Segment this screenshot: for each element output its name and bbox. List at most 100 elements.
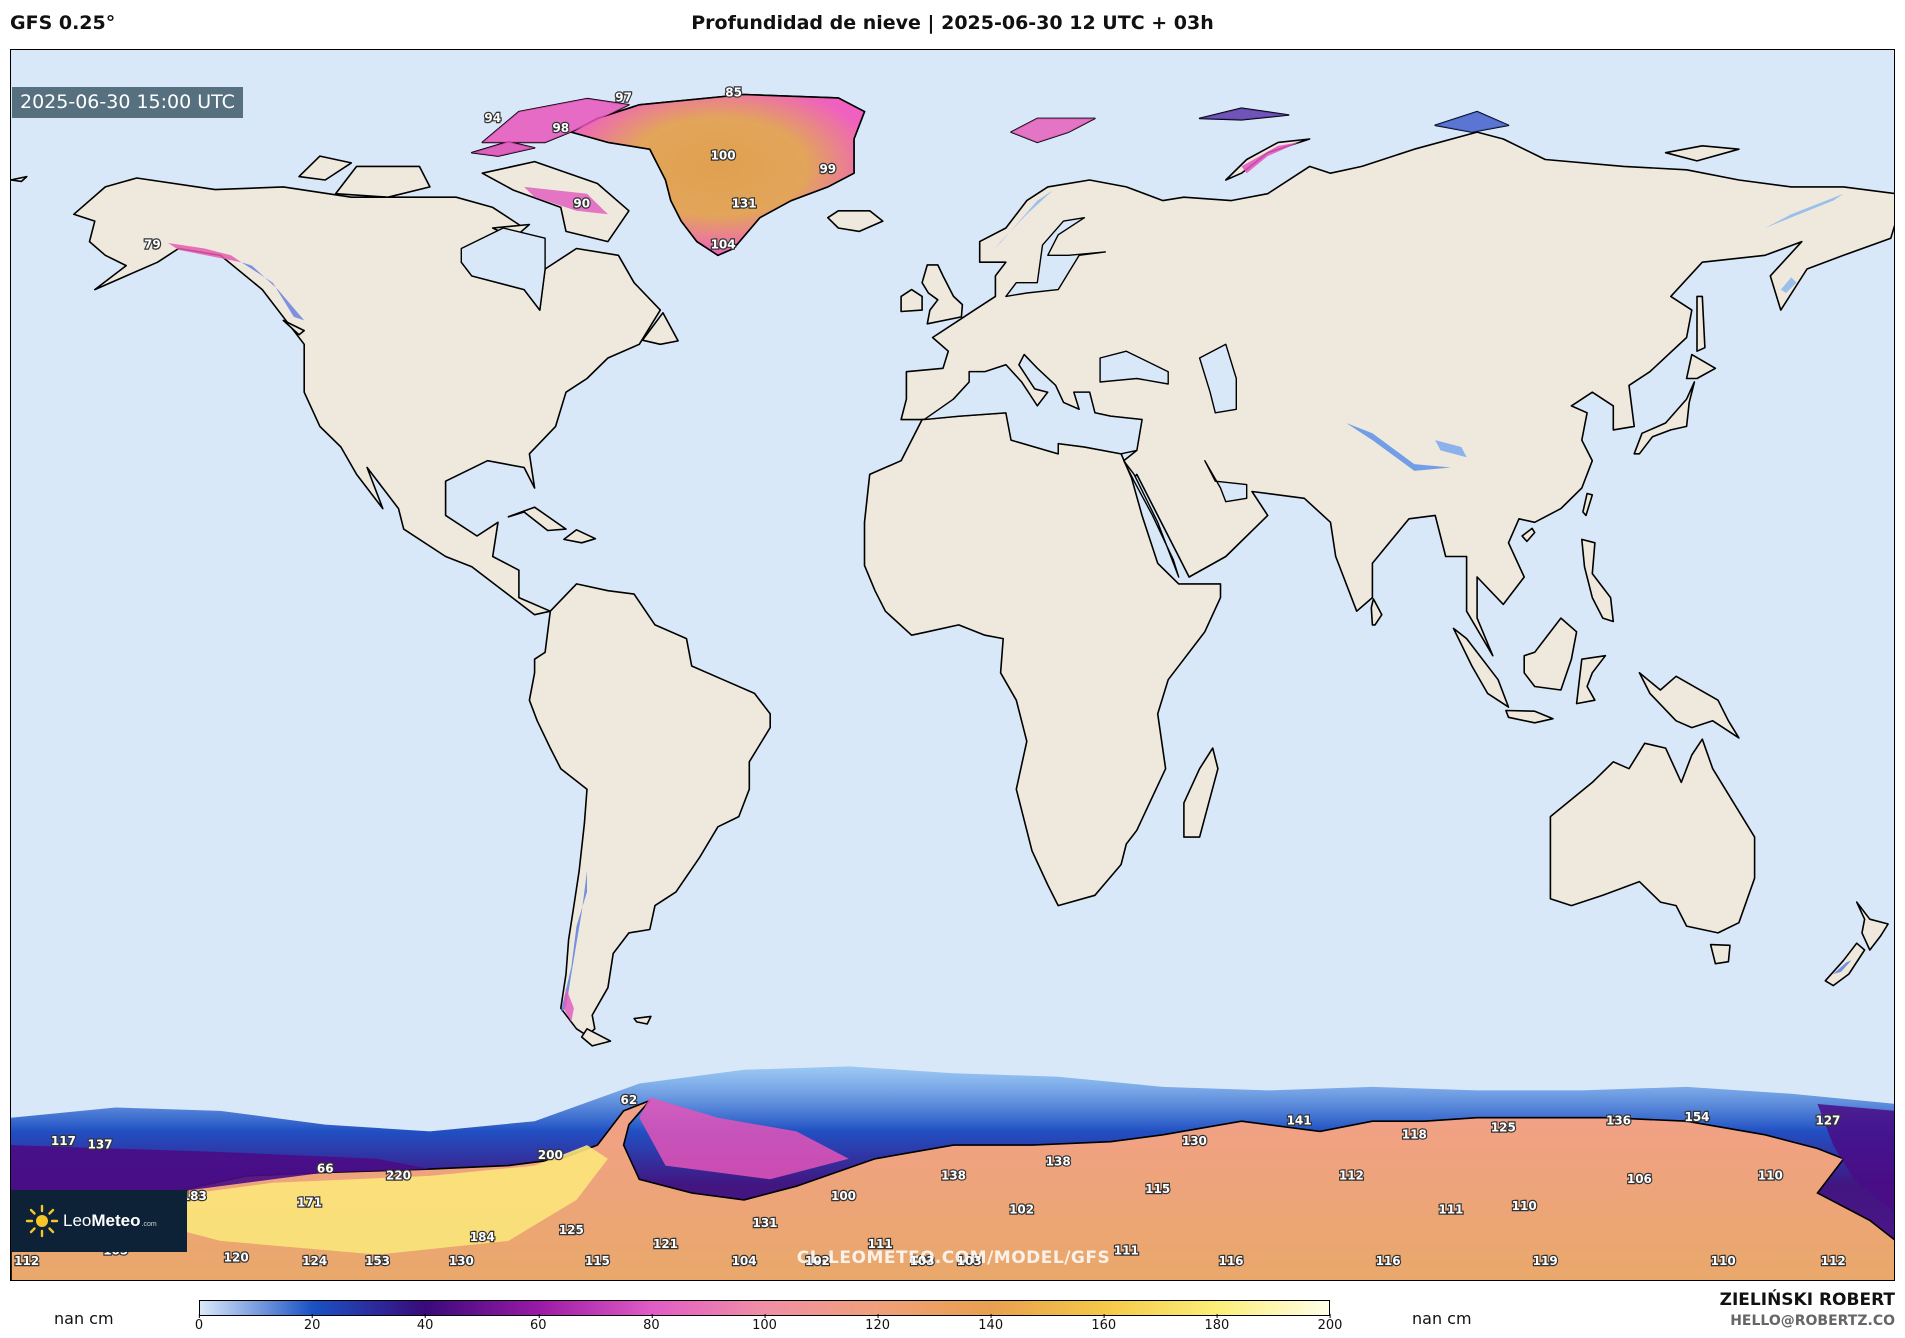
snow-depth-label: 136 bbox=[1606, 1114, 1631, 1128]
snow-depth-label: 119 bbox=[1533, 1254, 1558, 1268]
colorbar-tick: 160 bbox=[1091, 1314, 1117, 1333]
snow-depth-label: 102 bbox=[1009, 1203, 1034, 1217]
snow-patch-svalbard bbox=[1011, 118, 1095, 143]
snow-depth-label: 124 bbox=[302, 1254, 327, 1268]
water-hudson-bay bbox=[460, 227, 546, 311]
land-vancouver bbox=[282, 319, 305, 336]
land-new-guinea bbox=[1638, 672, 1740, 739]
snow-depth-label: 120 bbox=[224, 1251, 249, 1265]
snow-patch-nz-alps bbox=[1833, 960, 1852, 974]
snow-depth-label: 111 bbox=[868, 1237, 893, 1251]
snow-depth-label: 115 bbox=[585, 1254, 610, 1268]
land-hokkaido bbox=[1685, 353, 1717, 380]
snow-depth-label: 111 bbox=[1114, 1244, 1139, 1258]
snow-depth-label: 104 bbox=[732, 1254, 757, 1268]
snow-patch-baffin bbox=[524, 186, 608, 215]
land-wrangel bbox=[11, 175, 28, 183]
snow-depth-label: 131 bbox=[752, 1216, 777, 1230]
land-sulawesi bbox=[1575, 654, 1607, 705]
deep-snow-region bbox=[115, 1145, 608, 1255]
land-borneo bbox=[1523, 617, 1578, 691]
water-baltic bbox=[1005, 217, 1106, 298]
snow-depth-label: 220 bbox=[386, 1168, 411, 1182]
land-hispaniola bbox=[563, 529, 597, 544]
snow-patch-coast-mtns bbox=[241, 262, 305, 321]
land-philippines bbox=[1581, 538, 1615, 623]
land-tasmania bbox=[1709, 943, 1731, 965]
land-uk bbox=[921, 264, 964, 325]
unit-label-right: nan cm bbox=[1412, 1309, 1472, 1328]
snow-depth-label: 131 bbox=[732, 196, 757, 210]
map-title: Profundidad de nieve | 2025-06-30 12 UTC… bbox=[691, 12, 1214, 34]
water-red-sea bbox=[1123, 460, 1180, 578]
colorbar-tick: 180 bbox=[1204, 1314, 1230, 1333]
snow-depth-label: 112 bbox=[1821, 1254, 1846, 1268]
land-falklands bbox=[633, 1015, 652, 1025]
snow-depth-labels: 97 85 94 98 100 99 131 90 104 79 62 200 66 220 183 171 1… bbox=[13, 84, 1847, 1269]
snow-depth-label: 102 bbox=[805, 1254, 830, 1268]
snow-patch-patagonia bbox=[563, 987, 574, 1022]
snow-patch-franz-josef bbox=[1199, 108, 1289, 120]
snow-layer bbox=[11, 93, 1894, 1280]
colorbar-tick: 140 bbox=[978, 1314, 1004, 1333]
land-taiwan bbox=[1582, 492, 1594, 517]
sun-icon bbox=[25, 1204, 59, 1238]
snow-depth-label: 98 bbox=[552, 121, 569, 135]
land-south-america bbox=[528, 583, 771, 1037]
snow-depth-label: 183 bbox=[182, 1189, 207, 1203]
snow-depth-label: 137 bbox=[87, 1138, 112, 1152]
map-view[interactable]: 97 85 94 98 100 99 131 90 104 79 62 200 66 220 183 171 1… bbox=[10, 49, 1895, 1281]
snow-patch-himalaya bbox=[1346, 423, 1451, 471]
snow-depth-label: 154 bbox=[1684, 1110, 1709, 1124]
author-name: ZIELIŃSKI ROBERT bbox=[1719, 1290, 1895, 1310]
snow-patch-severnaya bbox=[1435, 111, 1509, 133]
land-java bbox=[1505, 709, 1554, 724]
land-victoria-isl bbox=[334, 165, 431, 198]
snow-depth-label: 184 bbox=[470, 1230, 495, 1244]
colorbar-tick: 200 bbox=[1317, 1314, 1343, 1333]
water-caspian bbox=[1198, 343, 1237, 414]
snow-depth-label: 62 bbox=[621, 1093, 638, 1107]
snow-depth-label: 97 bbox=[615, 90, 632, 104]
snow-depth-label: 100 bbox=[831, 1189, 856, 1203]
snow-depth-label: 116 bbox=[1376, 1254, 1401, 1268]
land-banks-isl bbox=[298, 155, 353, 181]
snow-depth-label: 110 bbox=[1758, 1168, 1783, 1182]
snow-depth-label: 200 bbox=[538, 1148, 563, 1162]
snow-patch-tibet-dots bbox=[1435, 440, 1467, 458]
snow-depth-label: 127 bbox=[1815, 1114, 1840, 1128]
snow-depth-label: 138 bbox=[941, 1168, 966, 1182]
snow-depth-label: 138 bbox=[1046, 1155, 1071, 1169]
snow-depth-label: 79 bbox=[144, 238, 161, 252]
snow-depth-label: 110 bbox=[1512, 1199, 1537, 1213]
colorbar-tick: 60 bbox=[530, 1314, 547, 1333]
snow-patch-kamchatka bbox=[1780, 277, 1797, 293]
snow-depth-label: 111 bbox=[1438, 1203, 1463, 1217]
snow-depth-label: 153 bbox=[365, 1254, 390, 1268]
greenland-icesheet bbox=[569, 93, 866, 257]
snow-patch-alaska-range bbox=[168, 243, 242, 263]
leometeo-logo[interactable]: LeoMeteo.com bbox=[11, 1190, 187, 1252]
snow-depth-label: 171 bbox=[297, 1196, 322, 1210]
logo-wordmark: LeoMeteo.com bbox=[63, 1211, 157, 1230]
land-madagascar bbox=[1183, 747, 1219, 838]
colorbar-tick: 120 bbox=[865, 1314, 891, 1333]
water-black-sea bbox=[1099, 350, 1169, 385]
pink-snow-plume bbox=[639, 1097, 849, 1180]
snow-depth-label: 112 bbox=[14, 1254, 39, 1268]
snow-patch-east-siberia bbox=[1765, 193, 1844, 228]
land-japan bbox=[1633, 381, 1696, 455]
snow-depth-label: 121 bbox=[653, 1237, 678, 1251]
land-iceland bbox=[827, 210, 884, 233]
land-cuba bbox=[507, 506, 567, 532]
snow-depth-label: 125 bbox=[559, 1223, 584, 1237]
land-ireland bbox=[900, 288, 923, 313]
snow-depth-label: 130 bbox=[449, 1254, 474, 1268]
land-new-siberian bbox=[1664, 145, 1740, 162]
land-sakhalin bbox=[1696, 295, 1706, 352]
map-canvas: 97 85 94 98 100 99 131 90 104 79 62 200 66 220 183 171 1… bbox=[11, 50, 1894, 1280]
land-newfoundland bbox=[641, 312, 679, 346]
author-email: HELLO@ROBERTZ.CO bbox=[1730, 1313, 1895, 1329]
colorbar-tick: 20 bbox=[303, 1314, 321, 1333]
snow-depth-label: 94 bbox=[484, 111, 501, 125]
